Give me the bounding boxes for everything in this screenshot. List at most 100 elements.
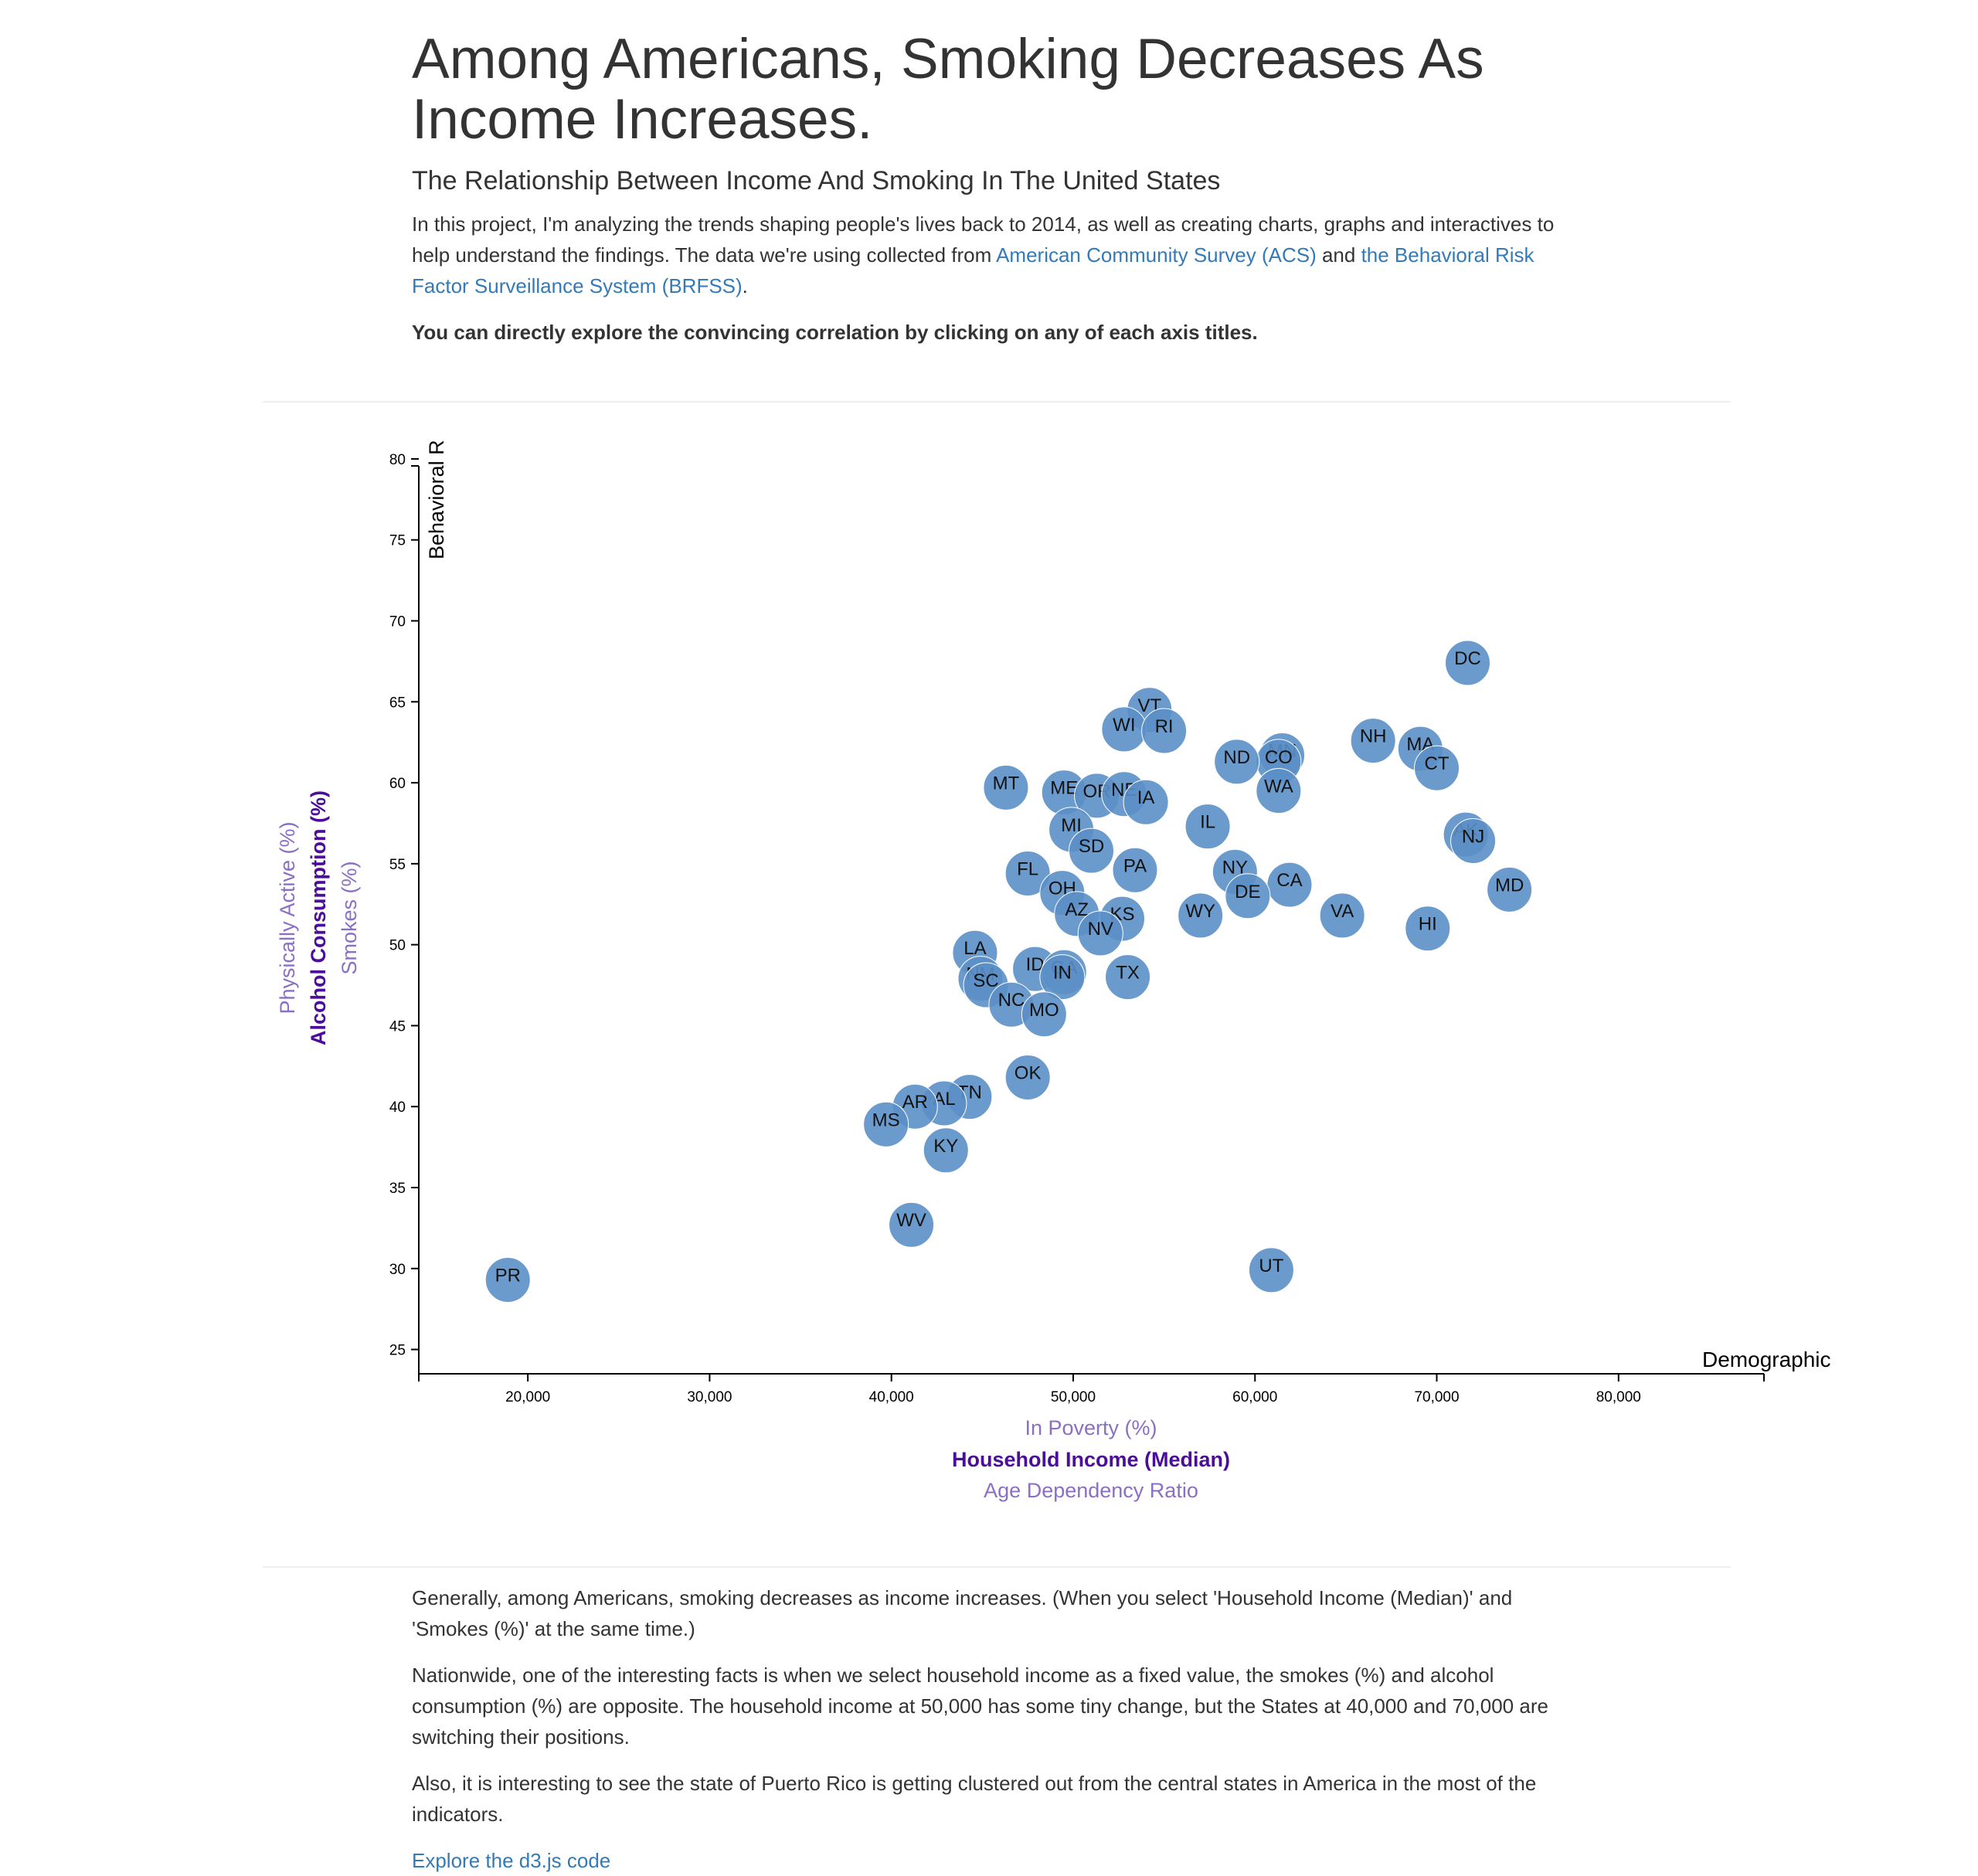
point-label: PA [1123, 855, 1147, 876]
data-point [1178, 892, 1224, 939]
data-point [1214, 739, 1260, 785]
point-label: SC [973, 970, 998, 991]
y-annotation: Behavioral R [425, 440, 448, 559]
point-label: WA [1264, 777, 1293, 797]
y-tick-label: 60 [389, 776, 406, 792]
x-tick-label: 60,000 [1232, 1389, 1277, 1405]
point-label: NC [998, 990, 1025, 1011]
acs-link[interactable]: American Community Survey (ACS) [996, 243, 1317, 267]
data-point [1123, 779, 1169, 825]
data-point [923, 1127, 969, 1174]
y-axis-title-option[interactable]: Physically Active (%) [276, 821, 299, 1014]
y-axis-title-option[interactable]: Smokes (%) [338, 861, 361, 974]
instruction-text: You can directly explore the convincing … [412, 321, 1258, 344]
conclusion-paragraph-1: Generally, among Americans, smoking decr… [412, 1586, 1513, 1640]
point-label: AZ [1065, 899, 1089, 920]
point-label: PR [495, 1265, 521, 1286]
data-point [863, 1101, 909, 1147]
x-axis-title-option[interactable]: Age Dependency Ratio [984, 1479, 1198, 1502]
intro-text-3: . [742, 274, 748, 297]
point-label: AR [902, 1092, 928, 1113]
brfss-link[interactable]: the Behavioral Risk Factor Surveillance … [412, 243, 1534, 297]
x-tick-label: 30,000 [687, 1389, 732, 1405]
page-title-line1: Among Americans, Smoking Decreases As [412, 28, 1484, 90]
point-label: LA [964, 938, 986, 959]
point-label: CT [1425, 753, 1450, 774]
y-axis-title-option[interactable]: Alcohol Consumption (%) [307, 790, 330, 1045]
point-label: HI [1419, 914, 1437, 935]
data-point [1319, 892, 1365, 939]
data-point [1039, 954, 1086, 1001]
point-label: ND [1223, 747, 1250, 768]
point-label: KY [933, 1136, 958, 1157]
point-label: ME [1050, 778, 1078, 799]
point-label: OK [1014, 1062, 1042, 1083]
point-label: IN [1053, 963, 1072, 984]
point-label: SD [1079, 836, 1104, 857]
data-point [1077, 910, 1123, 957]
intro-paragraph: In this project, I'm analyzing the trend… [412, 209, 1571, 301]
point-label: IA [1137, 787, 1155, 808]
data-point [1184, 804, 1231, 850]
data-point [1414, 745, 1460, 791]
y-tick-label: 50 [389, 938, 406, 954]
conclusion-paragraph-3: Also, it is interesting to see the state… [412, 1772, 1537, 1826]
data-point [1112, 847, 1158, 893]
point-label: UT [1259, 1256, 1283, 1276]
point-label: IL [1200, 812, 1215, 833]
intro-text-2: and [1316, 243, 1361, 267]
point-label: MD [1495, 875, 1524, 896]
data-point [983, 764, 1029, 811]
page-title-line2: Income Increases. [412, 88, 873, 151]
point-label: RI [1155, 716, 1174, 737]
x-annotation: Demographic [1702, 1348, 1831, 1371]
conclusion-section: Generally, among Americans, smoking decr… [412, 1582, 1586, 1876]
y-tick-label: 45 [389, 1018, 406, 1035]
page-title: Among Americans, Smoking Decreases As In… [412, 29, 1571, 150]
conclusion-paragraph-2: Nationwide, one of the interesting facts… [412, 1664, 1548, 1749]
y-tick-label: 55 [389, 857, 406, 873]
y-tick-label: 40 [389, 1099, 406, 1116]
data-point [1350, 718, 1396, 764]
point-label: MS [872, 1110, 900, 1130]
point-label: DC [1454, 648, 1481, 669]
point-label: MO [1029, 1000, 1059, 1021]
x-axis-title-option[interactable]: Household Income (Median) [952, 1448, 1230, 1471]
page-subtitle: The Relationship Between Income And Smok… [412, 166, 1221, 195]
d3-code-link[interactable]: Explore the d3.js code [412, 1849, 611, 1872]
data-point [1069, 828, 1114, 874]
data-point [1450, 818, 1497, 865]
x-tick-label: 50,000 [1051, 1389, 1096, 1405]
data-point [1445, 640, 1491, 686]
point-label: WY [1185, 901, 1215, 922]
y-tick-label: 70 [389, 614, 406, 630]
x-axis-title-option[interactable]: In Poverty (%) [1025, 1416, 1157, 1439]
x-tick-label: 70,000 [1414, 1389, 1459, 1405]
y-tick-label: 75 [389, 533, 406, 549]
y-tick-label: 30 [389, 1262, 406, 1278]
point-label: VA [1331, 901, 1354, 922]
point-label: NJ [1462, 827, 1484, 848]
data-point [484, 1256, 531, 1303]
data-point [1256, 768, 1302, 814]
intro-section: Among Americans, Smoking Decreases As In… [412, 29, 1571, 348]
point-label: FL [1017, 858, 1038, 879]
data-point [1105, 954, 1151, 1001]
bottom-divider [263, 1566, 1731, 1568]
data-point [1021, 991, 1067, 1038]
point-label: TX [1116, 963, 1140, 984]
data-point [1405, 906, 1451, 952]
code-link-paragraph: Explore the d3.js code [412, 1845, 1586, 1876]
y-tick-label: 80 [389, 452, 406, 468]
point-label: NH [1360, 726, 1387, 747]
point-label: CO [1265, 747, 1293, 768]
y-tick-label: 65 [389, 695, 406, 711]
data-point [1141, 708, 1188, 754]
data-point [1004, 850, 1051, 896]
x-tick-label: 40,000 [869, 1389, 914, 1405]
y-tick-label: 25 [389, 1343, 406, 1359]
x-tick-label: 80,000 [1596, 1389, 1641, 1405]
